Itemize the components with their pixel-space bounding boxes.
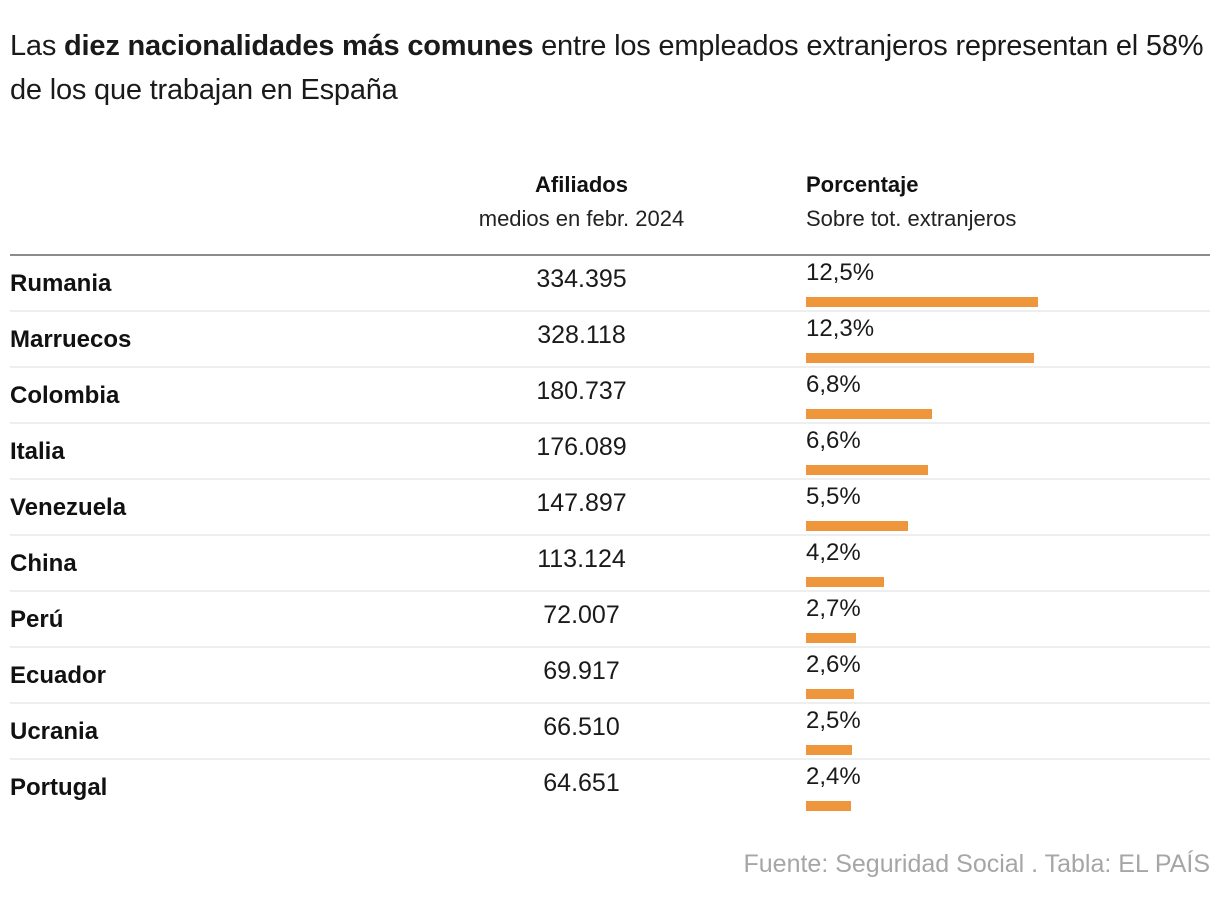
percentage-label: 12,5% [806,259,875,286]
percentage-label: 2,4% [806,763,861,790]
title-prefix: Las [10,30,65,62]
table-row: Ecuador 69.917 2,6% [10,648,1210,704]
country-label: China [10,550,77,577]
percentage-label: 2,6% [806,651,861,678]
percentage-label: 5,5% [806,483,861,510]
chart-title: Las diez nacionalidades más comunes entr… [10,24,1210,112]
afiliados-value: 64.651 [543,769,620,797]
percentage-bar [806,297,1038,307]
country-label: Ecuador [10,662,107,689]
country-label: Rumania [10,270,112,297]
title-suffix: entre los empleados extranjeros represen… [10,30,1204,106]
percentage-bar [806,745,852,755]
column-header-afiliados: Afiliados medios en febr. 2024 [440,168,723,236]
country-label: Venezuela [10,494,127,521]
afiliados-value: 180.737 [536,377,627,405]
table-body: Rumania 334.395 12,5% Marruecos 328.118 12,3%… [10,256,1210,814]
percentage-bar [806,633,856,643]
table-row: Ucrania 66.510 2,5% [10,704,1210,760]
country-label: Ucrania [10,718,99,745]
country-label: Portugal [10,774,108,801]
afiliados-value: 72.007 [543,601,620,629]
percentage-label: 2,5% [806,707,861,734]
afiliados-value: 113.124 [537,545,626,573]
header-divider [10,254,1210,256]
afiliados-value: 66.510 [543,713,620,741]
table-row: Marruecos 328.118 12,3% [10,312,1210,368]
percentage-label: 6,6% [806,427,861,454]
column-heading-afiliados: Afiliados [535,172,628,197]
table-row: Colombia 180.737 6,8% [10,368,1210,424]
percentage-label: 2,7% [806,595,861,622]
percentage-bar [806,521,908,531]
country-label: Perú [10,606,64,633]
percentage-bar [806,465,928,475]
table-row: Portugal 64.651 2,4% [10,760,1210,814]
afiliados-value: 176.089 [536,433,627,461]
percentage-bar [806,409,932,419]
table-row: China 113.124 4,2% [10,536,1210,592]
percentage-bar [806,577,884,587]
table-row: Rumania 334.395 12,5% [10,256,1210,312]
percentage-label: 6,8% [806,371,861,398]
afiliados-value: 334.395 [536,265,627,293]
country-label: Colombia [10,382,120,409]
percentage-label: 12,3% [806,315,875,342]
afiliados-value: 147.897 [536,489,627,517]
column-header-porcentaje: Porcentaje Sobre tot. extranjeros [806,168,1206,236]
percentage-bar [806,353,1034,363]
country-label: Italia [10,438,65,465]
table-row: Venezuela 147.897 5,5% [10,480,1210,536]
table-row: Italia 176.089 6,6% [10,424,1210,480]
percentage-bar [806,801,851,811]
column-subheading-afiliados: medios en febr. 2024 [478,206,685,231]
table-row: Perú 72.007 2,7% [10,592,1210,648]
source-credit: Fuente: Seguridad Social . Tabla: EL PAÍ… [743,850,1211,878]
column-heading-porcentaje: Porcentaje [806,172,919,197]
afiliados-value: 69.917 [543,657,620,685]
title-bold: diez nacionalidades más comunes [64,30,534,62]
percentage-label: 4,2% [806,539,861,566]
column-subheading-porcentaje: Sobre tot. extranjeros [806,206,1017,231]
afiliados-value: 328.118 [537,321,626,349]
country-label: Marruecos [10,326,132,353]
percentage-bar [806,689,854,699]
